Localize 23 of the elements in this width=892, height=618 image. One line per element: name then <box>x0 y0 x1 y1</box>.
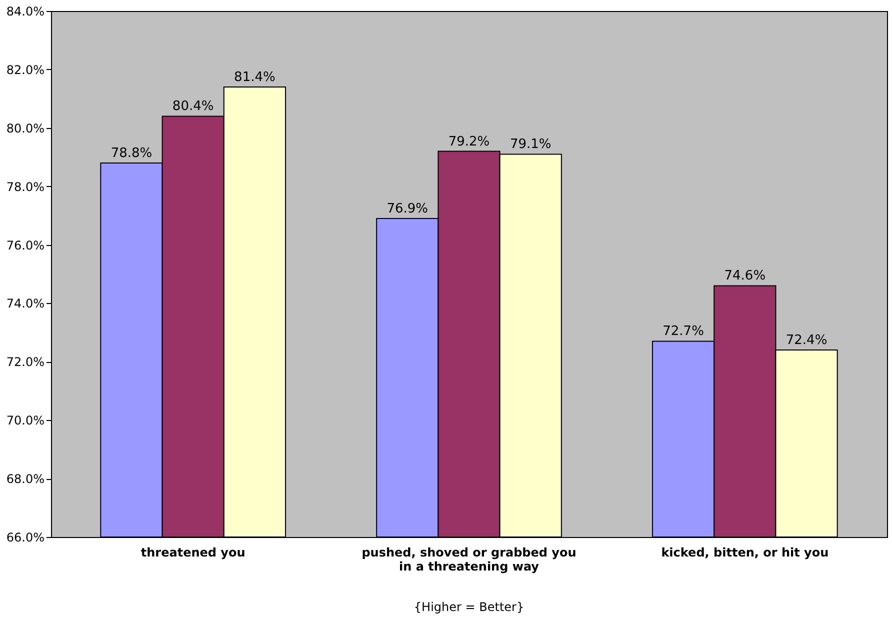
x-tick-label: pushed, shoved or grabbed you in a threatening way <box>362 546 576 574</box>
text: {Higher = Better} <box>414 600 524 614</box>
data-label: 79.2% <box>448 134 490 150</box>
data-label: 74.6% <box>724 268 766 284</box>
data-label: 78.8% <box>110 146 152 161</box>
data-label: 76.9% <box>386 201 428 216</box>
y-tick-label: 78.0% <box>6 180 44 194</box>
x-tick-label: threatened you <box>140 546 246 560</box>
y-tick-label: 66.0% <box>6 530 44 544</box>
y-tick-label: 80.0% <box>6 121 44 136</box>
y-tick-label: 74.0% <box>6 296 44 311</box>
y-tick-label: 70.0% <box>6 414 44 428</box>
y-tick-label: 72.0% <box>6 355 44 370</box>
y-tick-label: 84.0% <box>6 4 44 18</box>
data-label: 72.4% <box>786 332 828 348</box>
data-label: 80.4% <box>172 99 214 114</box>
data-label: 81.4% <box>234 70 276 85</box>
y-tick-label: 82.0% <box>6 62 44 77</box>
data-label: 79.1% <box>510 137 552 152</box>
y-tick-label: 68.0% <box>6 472 44 486</box>
data-label: 72.7% <box>662 324 704 340</box>
y-tick-label: 76.0% <box>6 238 44 252</box>
x-tick-label: kicked, bitten, or hit you <box>661 546 829 560</box>
